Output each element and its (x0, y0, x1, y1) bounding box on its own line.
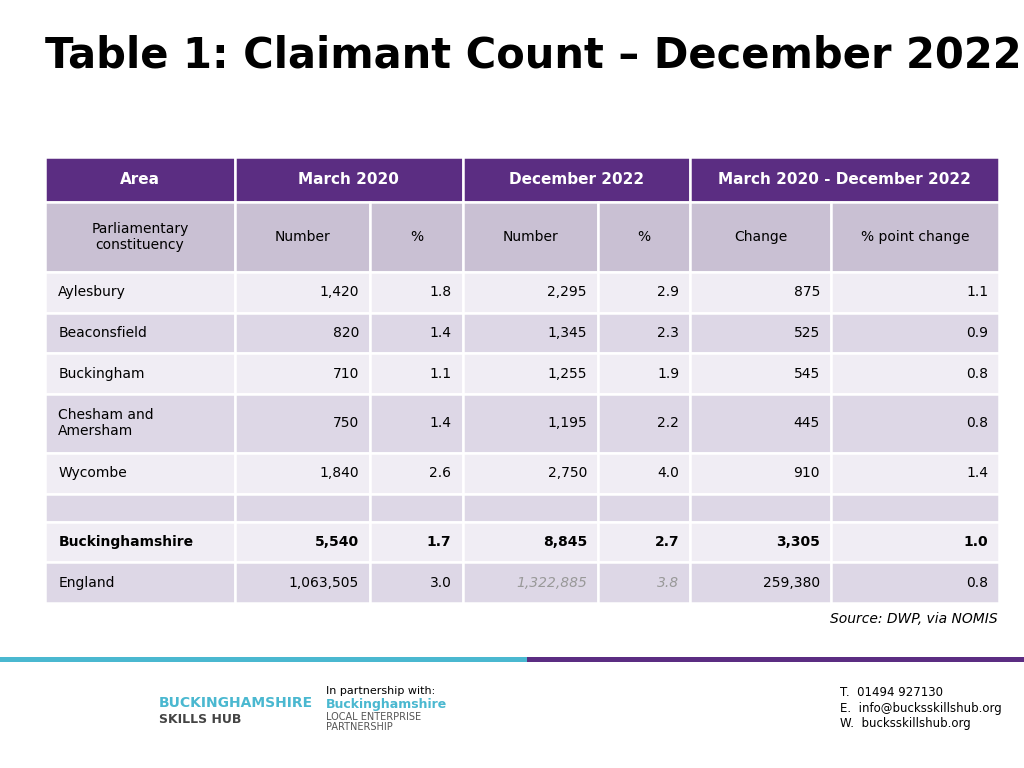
Text: 1.4: 1.4 (429, 326, 452, 340)
Text: 2.2: 2.2 (657, 416, 679, 430)
Text: 2.9: 2.9 (657, 285, 679, 300)
Text: 1.1: 1.1 (429, 366, 452, 380)
Text: 1,345: 1,345 (548, 326, 587, 340)
Text: T.  01494 927130: T. 01494 927130 (840, 687, 943, 699)
Text: 2,750: 2,750 (548, 466, 587, 480)
Text: 750: 750 (333, 416, 359, 430)
Text: 1,420: 1,420 (319, 285, 359, 300)
Text: 525: 525 (794, 326, 820, 340)
Text: Aylesbury: Aylesbury (58, 285, 126, 300)
Text: 1,840: 1,840 (319, 466, 359, 480)
Text: Number: Number (503, 230, 558, 244)
Text: Chesham and
Amersham: Chesham and Amersham (58, 409, 154, 439)
Text: W.  bucksskillshub.org: W. bucksskillshub.org (840, 717, 971, 730)
Text: SKILLS HUB: SKILLS HUB (159, 713, 241, 726)
Text: % point change: % point change (861, 230, 970, 244)
Text: March 2020: March 2020 (298, 172, 399, 187)
Text: 3,305: 3,305 (776, 535, 820, 549)
Text: Parliamentary
constituency: Parliamentary constituency (91, 222, 188, 252)
Text: 3.0: 3.0 (429, 575, 452, 590)
Text: 0.8: 0.8 (967, 416, 988, 430)
Text: 1.4: 1.4 (967, 466, 988, 480)
Text: 1.8: 1.8 (429, 285, 452, 300)
Text: BUCKINGHAMSHIRE: BUCKINGHAMSHIRE (159, 696, 313, 710)
Text: 1,063,505: 1,063,505 (289, 575, 359, 590)
Text: Table 1: Claimant Count – December 2022: Table 1: Claimant Count – December 2022 (45, 35, 1022, 77)
Text: 1.9: 1.9 (657, 366, 679, 380)
Text: 0.8: 0.8 (967, 575, 988, 590)
Text: 1.4: 1.4 (429, 416, 452, 430)
Text: 0.9: 0.9 (967, 326, 988, 340)
Text: 2.3: 2.3 (657, 326, 679, 340)
Text: 910: 910 (794, 466, 820, 480)
Text: PARTNERSHIP: PARTNERSHIP (326, 722, 392, 733)
Text: Area: Area (120, 172, 160, 187)
Text: 1.0: 1.0 (964, 535, 988, 549)
Text: 5,540: 5,540 (315, 535, 359, 549)
Text: March 2020 - December 2022: March 2020 - December 2022 (719, 172, 972, 187)
Text: 1,195: 1,195 (547, 416, 587, 430)
Text: 3.8: 3.8 (657, 575, 679, 590)
Text: 875: 875 (794, 285, 820, 300)
Text: 710: 710 (333, 366, 359, 380)
Text: %: % (638, 230, 651, 244)
Text: Wycombe: Wycombe (58, 466, 127, 480)
Text: 259,380: 259,380 (763, 575, 820, 590)
Text: E.  info@bucksskillshub.org: E. info@bucksskillshub.org (840, 702, 1001, 714)
Text: 445: 445 (794, 416, 820, 430)
Text: Buckinghamshire: Buckinghamshire (58, 535, 194, 549)
Text: Change: Change (734, 230, 787, 244)
Text: In partnership with:: In partnership with: (326, 686, 435, 697)
Text: England: England (58, 575, 115, 590)
Text: Beaconsfield: Beaconsfield (58, 326, 147, 340)
Text: 1.1: 1.1 (966, 285, 988, 300)
Text: 2.6: 2.6 (429, 466, 452, 480)
Text: 1,255: 1,255 (548, 366, 587, 380)
Text: 545: 545 (794, 366, 820, 380)
Text: Buckinghamshire: Buckinghamshire (326, 698, 446, 710)
Text: 2.7: 2.7 (654, 535, 679, 549)
Text: 2,295: 2,295 (548, 285, 587, 300)
Text: 0.8: 0.8 (967, 366, 988, 380)
Text: 820: 820 (333, 326, 359, 340)
Text: Source: DWP, via NOMIS: Source: DWP, via NOMIS (829, 612, 997, 626)
Text: 1,322,885: 1,322,885 (516, 575, 587, 590)
Text: 4.0: 4.0 (657, 466, 679, 480)
Text: 1.7: 1.7 (427, 535, 452, 549)
Text: 8,845: 8,845 (543, 535, 587, 549)
Text: December 2022: December 2022 (509, 172, 644, 187)
Text: Buckingham: Buckingham (58, 366, 144, 380)
Text: LOCAL ENTERPRISE: LOCAL ENTERPRISE (326, 712, 421, 723)
Text: Number: Number (274, 230, 331, 244)
Text: %: % (410, 230, 423, 244)
